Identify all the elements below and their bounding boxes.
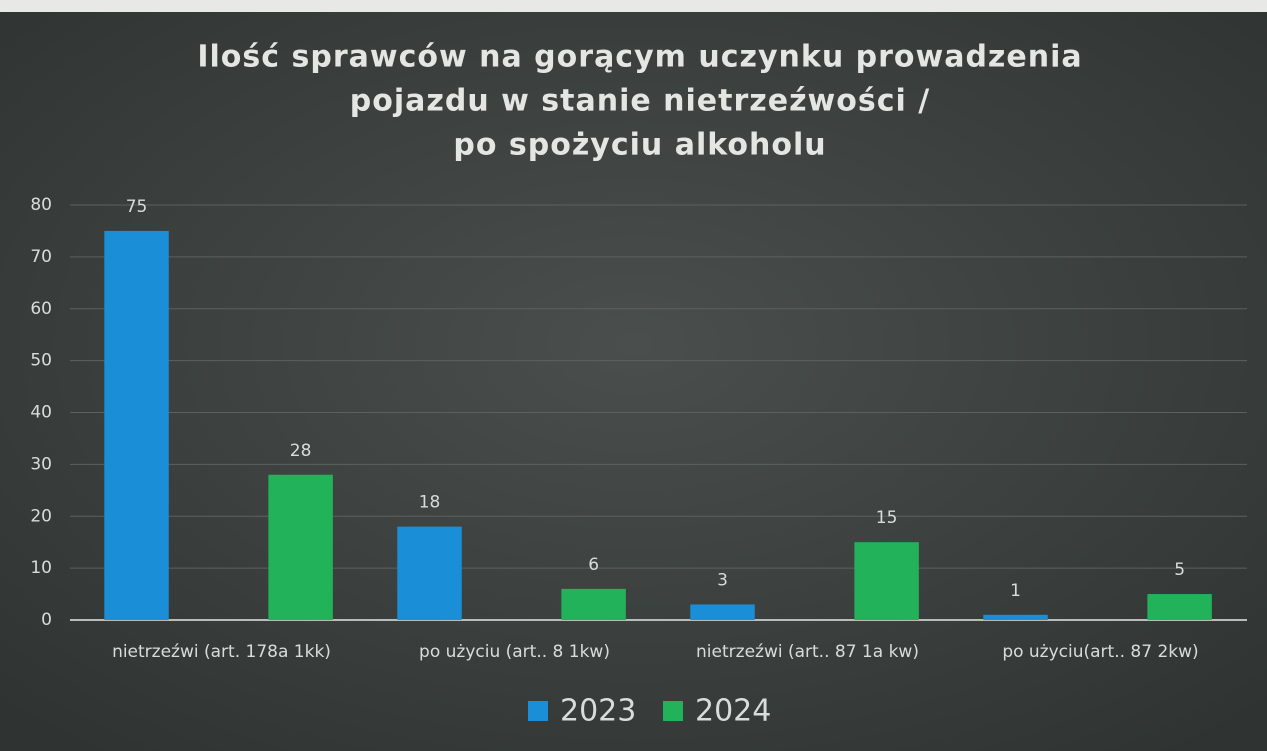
bar xyxy=(690,604,755,620)
y-tick-label: 50 xyxy=(30,351,52,371)
chart-title: Ilość sprawców na gorącym uczynku prowad… xyxy=(197,40,1082,75)
x-tick-label: nietrzeźwi (art.. 87 1a kw) xyxy=(696,642,919,662)
legend-swatch xyxy=(528,701,548,721)
bar xyxy=(854,542,919,620)
bar xyxy=(397,526,462,620)
y-tick-label: 0 xyxy=(41,610,52,630)
bar xyxy=(1147,594,1212,620)
x-tick-label: nietrzeźwi (art. 178a 1kk) xyxy=(112,642,331,662)
bar xyxy=(983,614,1048,620)
bar xyxy=(104,230,169,620)
data-label: 6 xyxy=(588,555,599,575)
data-label: 3 xyxy=(717,570,728,590)
data-label: 28 xyxy=(290,441,312,461)
data-label: 18 xyxy=(419,493,441,513)
y-tick-label: 30 xyxy=(30,454,52,474)
y-tick-label: 70 xyxy=(30,247,52,267)
y-tick-label: 40 xyxy=(30,403,52,423)
data-label: 75 xyxy=(126,197,148,217)
y-tick-label: 20 xyxy=(30,506,52,526)
y-tick-label: 60 xyxy=(30,299,52,319)
chart-title: pojazdu w stanie nietrzeźwości / xyxy=(350,84,930,119)
data-label: 15 xyxy=(876,508,898,528)
background xyxy=(0,12,1267,751)
y-tick-label: 10 xyxy=(30,558,52,578)
data-label: 1 xyxy=(1010,581,1021,601)
legend-label: 2023 xyxy=(560,694,636,729)
y-tick-label: 80 xyxy=(30,195,52,215)
chart-title: po spożyciu alkoholu xyxy=(453,128,826,163)
legend-swatch xyxy=(663,701,683,721)
x-tick-label: po użyciu(art.. 87 2kw) xyxy=(1002,642,1198,662)
bar xyxy=(561,588,626,620)
legend-label: 2024 xyxy=(695,694,771,729)
data-label: 5 xyxy=(1174,560,1185,580)
bar xyxy=(268,474,333,620)
x-tick-label: po użyciu (art.. 8 1kw) xyxy=(419,642,610,662)
